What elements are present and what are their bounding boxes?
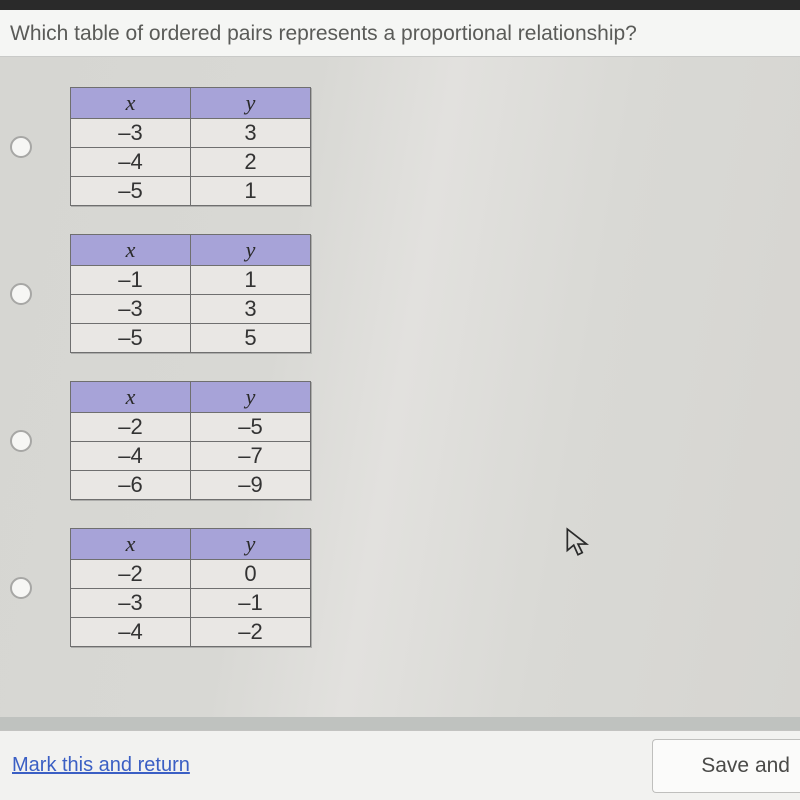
cell: 3 — [191, 295, 311, 324]
options-area: x y –33 –42 –51 x y –11 –33 –55 x y –2– — [0, 57, 800, 717]
question-bar: Which table of ordered pairs represents … — [0, 10, 800, 57]
cell: –7 — [191, 442, 311, 471]
cell: –2 — [71, 560, 191, 589]
table-header: x — [71, 529, 191, 560]
table-2: x y –11 –33 –55 — [70, 234, 311, 353]
radio-3[interactable] — [10, 430, 32, 452]
cell: 1 — [191, 266, 311, 295]
cell: –2 — [71, 413, 191, 442]
table-1: x y –33 –42 –51 — [70, 87, 311, 206]
cell: 5 — [191, 324, 311, 353]
cell: –3 — [71, 295, 191, 324]
table-header: y — [191, 88, 311, 119]
cell: –5 — [71, 324, 191, 353]
mark-return-link[interactable]: Mark this and return — [12, 754, 190, 777]
save-button-label: Save and — [701, 754, 790, 778]
cell: 0 — [191, 560, 311, 589]
save-button[interactable]: Save and — [652, 739, 800, 793]
window-top-border — [0, 0, 800, 10]
table-header: y — [191, 529, 311, 560]
cell: –1 — [71, 266, 191, 295]
cell: –2 — [191, 618, 311, 647]
cell: –5 — [191, 413, 311, 442]
cell: –3 — [71, 119, 191, 148]
cell: 1 — [191, 177, 311, 206]
table-header: x — [71, 382, 191, 413]
cell: –6 — [71, 471, 191, 500]
cell: –9 — [191, 471, 311, 500]
question-text: Which table of ordered pairs represents … — [10, 22, 637, 45]
cell: –5 — [71, 177, 191, 206]
cell: –3 — [71, 589, 191, 618]
table-header: y — [191, 235, 311, 266]
option-3[interactable]: x y –2–5 –4–7 –6–9 — [10, 381, 800, 500]
cell: –4 — [71, 618, 191, 647]
radio-1[interactable] — [10, 136, 32, 158]
option-4[interactable]: x y –20 –3–1 –4–2 — [10, 528, 800, 647]
radio-2[interactable] — [10, 283, 32, 305]
cell: 2 — [191, 148, 311, 177]
cell: 3 — [191, 119, 311, 148]
radio-4[interactable] — [10, 577, 32, 599]
table-3: x y –2–5 –4–7 –6–9 — [70, 381, 311, 500]
cell: –4 — [71, 442, 191, 471]
option-2[interactable]: x y –11 –33 –55 — [10, 234, 800, 353]
table-4: x y –20 –3–1 –4–2 — [70, 528, 311, 647]
table-header: x — [71, 88, 191, 119]
table-header: y — [191, 382, 311, 413]
cell: –4 — [71, 148, 191, 177]
footer-bar: Mark this and return Save and — [0, 730, 800, 800]
option-1[interactable]: x y –33 –42 –51 — [10, 87, 800, 206]
cell: –1 — [191, 589, 311, 618]
table-header: x — [71, 235, 191, 266]
